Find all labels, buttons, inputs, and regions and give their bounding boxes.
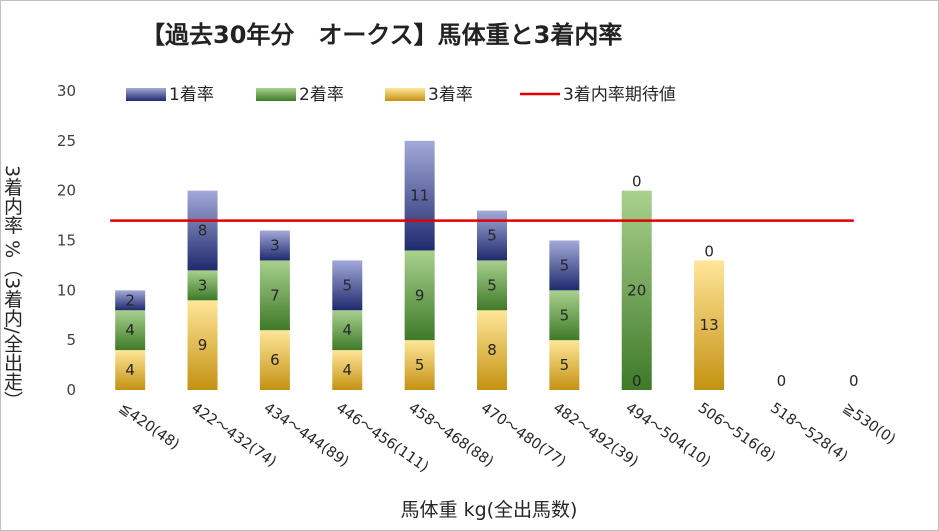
x-tick-label: 518～528(4) [767, 400, 850, 465]
bar-segment [477, 210, 507, 261]
data-label: 6 [270, 351, 280, 369]
chart-title-text: 【過去30年分 オークス】馬体重と3着内率 [141, 21, 623, 49]
data-label: 2 [125, 291, 135, 309]
y-tick-label: 0 [66, 381, 76, 399]
legend: 1着率 2着率 3着率 3着内率期待値 [126, 85, 676, 105]
data-label: 4 [342, 321, 352, 339]
bar-segment [187, 300, 218, 390]
bar-segment [694, 260, 725, 390]
data-label: 8 [198, 222, 208, 240]
data-labels: 4 4 2 9 3 8 6 7 3 4 4 5 5 9 11 8 5 5 5 5 5 0 20 0 13 0 0 0 [125, 173, 858, 390]
bar-segment [187, 190, 218, 271]
bar-segment [477, 260, 507, 311]
data-label: 4 [342, 361, 352, 379]
data-label: 3 [198, 276, 208, 294]
y-tick-label: 30 [57, 82, 76, 100]
legend-label: 2着率 [299, 85, 344, 105]
data-label: 5 [560, 356, 570, 374]
bar-segment [115, 350, 146, 390]
y-tick-label: 10 [57, 281, 76, 299]
bar-segment [549, 290, 580, 341]
data-label: 0 [849, 372, 859, 390]
data-label: 4 [125, 361, 135, 379]
data-label: 0 [704, 242, 714, 260]
data-label: 8 [487, 341, 497, 359]
bar-segment [477, 310, 507, 390]
data-label: 20 [627, 281, 646, 299]
bar-segment [404, 250, 435, 341]
data-label: 9 [415, 286, 425, 304]
data-label: 7 [270, 286, 280, 304]
data-label: 4 [125, 321, 135, 339]
bar-segment [259, 230, 290, 261]
y-tick-label: 15 [57, 232, 76, 250]
data-label: 0 [632, 372, 642, 390]
bar-segment [621, 190, 652, 390]
data-label: 13 [700, 316, 719, 334]
y-tick-label: 25 [57, 132, 76, 150]
data-label: 9 [198, 336, 208, 354]
data-label: 3 [270, 236, 280, 254]
bar-segment [332, 350, 363, 390]
data-label: 11 [410, 187, 429, 205]
x-tick-label: ≧530(0) [840, 400, 899, 448]
bar-segment [332, 310, 363, 351]
legend-label: 1着率 [169, 85, 214, 105]
legend-swatch [126, 88, 166, 101]
data-label: 5 [560, 306, 570, 324]
bar-segment [404, 140, 435, 251]
bar-segment [332, 260, 363, 311]
bar-segment [549, 340, 580, 390]
x-axis-title: 馬体重 kg(全出馬数) [401, 499, 578, 521]
x-tick-label: ≦420(48) [116, 400, 182, 453]
bar-segment [187, 270, 218, 301]
legend-label: 3着内率期待値 [563, 85, 676, 105]
data-label: 5 [415, 356, 425, 374]
bar-segment [259, 260, 290, 331]
legend-swatch [385, 88, 425, 101]
bar-segment [115, 290, 146, 311]
bar-segment [115, 310, 146, 351]
data-label: 5 [342, 276, 352, 294]
bar-segment [404, 340, 435, 390]
bar-segment [259, 330, 290, 390]
y-axis-title: 3着内率 %（3着内/全出走） [1, 165, 23, 410]
data-label: 0 [777, 372, 787, 390]
legend-label: 3着率 [428, 85, 473, 105]
y-axis-title-text: 3着内率 %（3着内/全出走） [1, 165, 23, 410]
data-label: 5 [560, 256, 570, 274]
y-axis-ticks: 0 5 10 15 20 25 30 [57, 82, 76, 399]
bars [115, 140, 725, 390]
bar-segment [549, 240, 580, 291]
y-tick-label: 20 [57, 182, 76, 200]
y-tick-label: 5 [66, 331, 76, 349]
data-label: 5 [487, 227, 497, 245]
data-label: 0 [632, 173, 642, 191]
x-axis-ticks: ≦420(48) 422～432(74)434～444(89)446～456(11… [116, 400, 898, 476]
data-label: 5 [487, 276, 497, 294]
legend-swatch [256, 88, 296, 101]
